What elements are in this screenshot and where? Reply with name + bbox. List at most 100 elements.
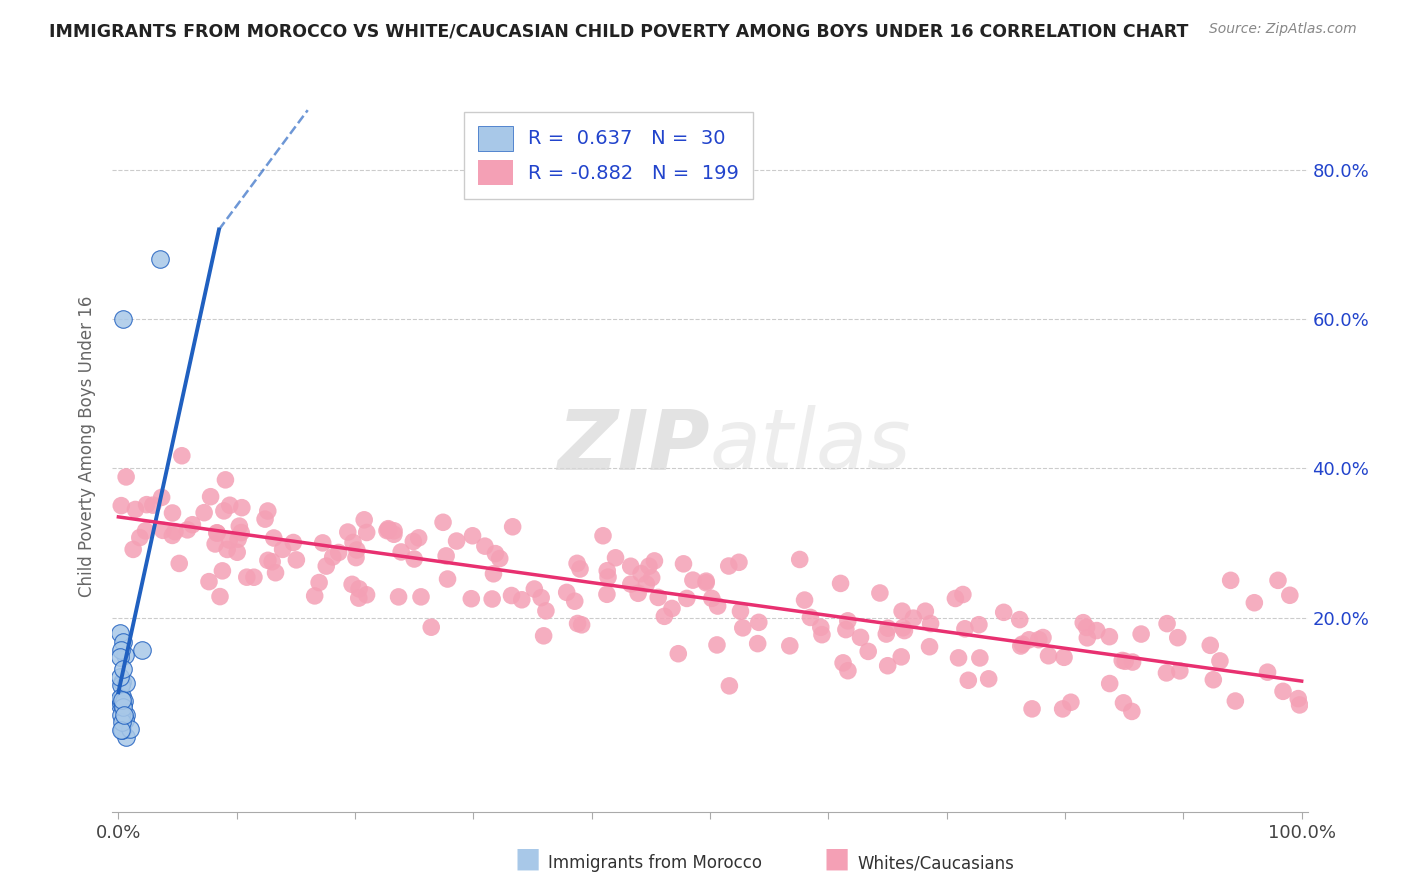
- Point: [605, 550, 627, 565]
- Point: [112, 700, 135, 714]
- Point: [285, 553, 308, 567]
- Point: [811, 628, 834, 642]
- Point: [111, 692, 134, 706]
- Point: [193, 506, 215, 520]
- Text: atlas: atlas: [710, 406, 911, 486]
- Point: [643, 554, 665, 568]
- Point: [993, 605, 1015, 619]
- Point: [208, 590, 231, 604]
- Point: [236, 570, 259, 584]
- Point: [1111, 653, 1133, 667]
- Point: [1156, 616, 1178, 631]
- Point: [1071, 615, 1094, 630]
- Point: [110, 696, 132, 710]
- Point: [124, 502, 146, 516]
- Point: [198, 574, 221, 589]
- Point: [1053, 650, 1076, 665]
- Point: [530, 591, 553, 605]
- Point: [1018, 632, 1040, 647]
- Point: [131, 643, 153, 657]
- Point: [304, 589, 326, 603]
- Point: [226, 545, 249, 559]
- Point: [793, 593, 815, 607]
- Point: [257, 553, 280, 567]
- Point: [205, 526, 228, 541]
- Point: [347, 582, 370, 596]
- Point: [408, 531, 430, 545]
- Point: [226, 532, 249, 546]
- Point: [446, 534, 468, 549]
- Point: [596, 570, 619, 584]
- Point: [315, 559, 337, 574]
- Point: [569, 562, 592, 576]
- Point: [682, 573, 704, 587]
- Point: [377, 522, 399, 536]
- Point: [110, 625, 132, 640]
- Point: [1286, 691, 1309, 706]
- Point: [647, 591, 669, 605]
- Point: [389, 545, 412, 559]
- Point: [461, 529, 484, 543]
- Point: [835, 623, 858, 637]
- Point: [1052, 702, 1074, 716]
- Point: [666, 647, 689, 661]
- Point: [1085, 624, 1108, 638]
- Point: [1267, 574, 1289, 588]
- Point: [176, 523, 198, 537]
- Point: [501, 589, 523, 603]
- Point: [340, 577, 363, 591]
- Point: [152, 524, 174, 538]
- Point: [112, 707, 135, 722]
- Text: Source: ZipAtlas.com: Source: ZipAtlas.com: [1209, 22, 1357, 37]
- Point: [571, 617, 593, 632]
- Point: [110, 707, 132, 722]
- Text: ZIP: ZIP: [557, 406, 710, 486]
- Point: [263, 531, 285, 545]
- Point: [243, 570, 266, 584]
- Point: [502, 520, 524, 534]
- Point: [1209, 654, 1232, 668]
- Point: [952, 587, 974, 601]
- Point: [112, 635, 135, 649]
- Point: [482, 566, 505, 581]
- Point: [488, 551, 510, 566]
- Point: [115, 470, 138, 484]
- Text: Immigrants from Morocco: Immigrants from Morocco: [548, 855, 762, 872]
- Point: [1202, 673, 1225, 687]
- Point: [1199, 638, 1222, 652]
- Point: [328, 545, 350, 559]
- Point: [1272, 684, 1295, 698]
- Point: [1098, 676, 1121, 690]
- Point: [661, 601, 683, 615]
- Point: [205, 525, 228, 540]
- Point: [565, 557, 588, 571]
- Point: [1243, 596, 1265, 610]
- Point: [218, 498, 240, 512]
- Point: [810, 620, 832, 634]
- Point: [748, 615, 770, 630]
- Point: [731, 621, 754, 635]
- Point: [149, 252, 172, 267]
- Point: [1032, 631, 1054, 645]
- Point: [747, 637, 769, 651]
- Point: [533, 629, 555, 643]
- Point: [638, 559, 661, 574]
- Point: [1257, 665, 1279, 680]
- Point: [789, 552, 811, 566]
- Point: [1114, 654, 1136, 668]
- Point: [728, 555, 751, 569]
- Point: [1008, 613, 1031, 627]
- Point: [167, 557, 190, 571]
- Point: [875, 627, 897, 641]
- Point: [110, 642, 132, 657]
- Point: [700, 591, 723, 606]
- Point: [112, 694, 135, 708]
- Point: [111, 674, 134, 689]
- Point: [1098, 630, 1121, 644]
- Point: [231, 525, 253, 540]
- Point: [402, 534, 425, 549]
- Point: [420, 620, 443, 634]
- Point: [534, 604, 557, 618]
- Point: [231, 500, 253, 515]
- Point: [1122, 655, 1144, 669]
